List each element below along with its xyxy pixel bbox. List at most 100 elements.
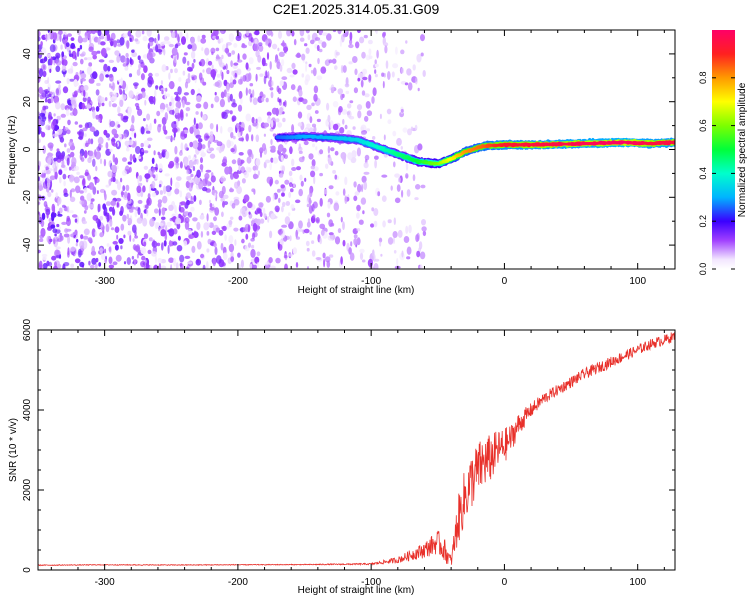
heatmap-noise-cell [161,207,166,216]
heatmap-noise-cell [90,250,97,256]
heatmap-noise-cell [202,264,206,269]
heatmap-noise-cell [87,174,91,181]
heatmap-noise-cell [232,135,236,140]
heatmap-noise-cell [407,82,413,91]
heatmap-noise-cell [119,99,124,108]
heatmap-noise-cell [58,30,63,35]
heatmap-noise-cell [195,258,201,266]
heatmap-noise-cell [195,103,202,109]
heatmap-noise-cell [49,175,56,181]
heatmap-noise-cell [184,159,188,167]
heatmap-noise-cell [290,84,296,91]
heatmap-noise-cell [284,263,288,269]
heatmap-noise-cell [308,197,312,206]
heatmap-noise-cell [121,169,127,176]
heatmap-noise-cell [147,249,152,255]
heatmap-noise-cell [158,163,163,172]
heatmap-noise-cell [128,139,134,146]
heatmap-noise-cell [327,156,332,166]
heatmap-noise-cell [319,197,323,207]
heatmap-noise-cell [240,207,246,214]
heatmap-noise-cell [118,238,124,244]
heatmap-noise-cell [151,157,155,164]
heatmap-noise-cell [46,53,51,58]
heatmap-noise-cell [251,232,256,240]
heatmap-noise-cell [229,187,233,193]
heatmap-noise-cell [278,173,284,178]
heatmap-noise-cell [47,125,51,131]
heatmap-noise-cell [126,201,133,210]
heatmap-noise-cell [236,185,243,195]
heatmap-noise-cell [401,189,404,198]
heatmap-noise-cell [422,70,426,77]
heatmap-noise-cell [175,101,180,108]
heatmap-noise-cell [41,253,48,258]
heatmap-noise-cell [134,235,139,239]
heatmap-noise-cell [185,107,191,112]
heatmap-noise-cell [145,124,148,128]
heatmap-noise-cell [123,133,127,140]
heatmap-noise-cell [168,72,171,80]
heatmap-noise-cell [248,57,254,65]
heatmap-noise-cell [326,102,330,111]
heatmap-noise-cell [342,188,346,196]
heatmap-noise-cell [231,159,237,165]
heatmap-noise-cell [402,127,408,133]
heatmap-noise-cell [170,264,173,269]
heatmap-noise-cell [245,87,248,96]
heatmap-noise-cell [168,257,175,264]
heatmap-noise-cell [243,194,250,203]
heatmap-noise-cell [266,52,270,60]
heatmap-noise-cell [257,261,260,268]
heatmap-noise-cell [286,67,293,74]
heatmap-noise-cell [353,238,358,246]
heatmap-noise-cell [89,126,96,132]
heatmap-noise-cell [231,115,237,122]
heatmap-noise-cell [197,35,201,43]
heatmap-noise-cell [123,191,128,199]
heatmap-noise-cell [218,229,224,236]
heatmap-noise-cell [126,213,130,220]
heatmap-noise-cell [199,149,204,154]
heatmap-noise-cell [188,159,194,169]
heatmap-noise-cell [62,204,66,208]
heatmap-noise-cell [192,217,198,222]
heatmap-noise-cell [272,157,279,164]
heatmap-noise-cell [221,54,224,60]
colorbar-tick-label: 0.2 [698,215,708,228]
heatmap-noise-cell [68,174,75,183]
heatmap-noise-cell [230,148,235,153]
heatmap-noise-cell [154,255,157,264]
heatmap-noise-cell [46,180,51,189]
heatmap-noise-cell [144,99,147,106]
heatmap-noise-cell [73,176,80,184]
heatmap-noise-cell [83,228,90,236]
heatmap-noise-cell [171,97,175,105]
heatmap-noise-cell [284,100,287,108]
heatmap-noise-cell [225,92,231,98]
heatmap-noise-cell [69,189,72,198]
heatmap-noise-cell [327,201,331,209]
heatmap-noise-cell [179,262,183,267]
heatmap-noise-cell [83,210,87,214]
heatmap-noise-cell [71,143,75,148]
heatmap-noise-cell [270,145,276,152]
heatmap-noise-cell [120,77,123,86]
heatmap-noise-cell [87,237,93,243]
heatmap-noise-cell [161,90,164,95]
heatmap-noise-cell [340,216,343,223]
heatmap-noise-cell [233,199,240,206]
heatmap-noise-cell [261,143,267,152]
heatmap-noise-cell [216,147,221,151]
heatmap-noise-cell [60,164,66,168]
heatmap-noise-cell [263,75,267,85]
heatmap-noise-cell [301,53,306,61]
heatmap-noise-cell [49,44,56,53]
heatmap-noise-cell [277,87,282,95]
heatmap-noise-cell [277,188,281,193]
heatmap-noise-cell [345,77,349,86]
heatmap-noise-cell [311,240,315,245]
heatmap-noise-cell [406,246,412,255]
heatmap-noise-cell [415,184,421,190]
